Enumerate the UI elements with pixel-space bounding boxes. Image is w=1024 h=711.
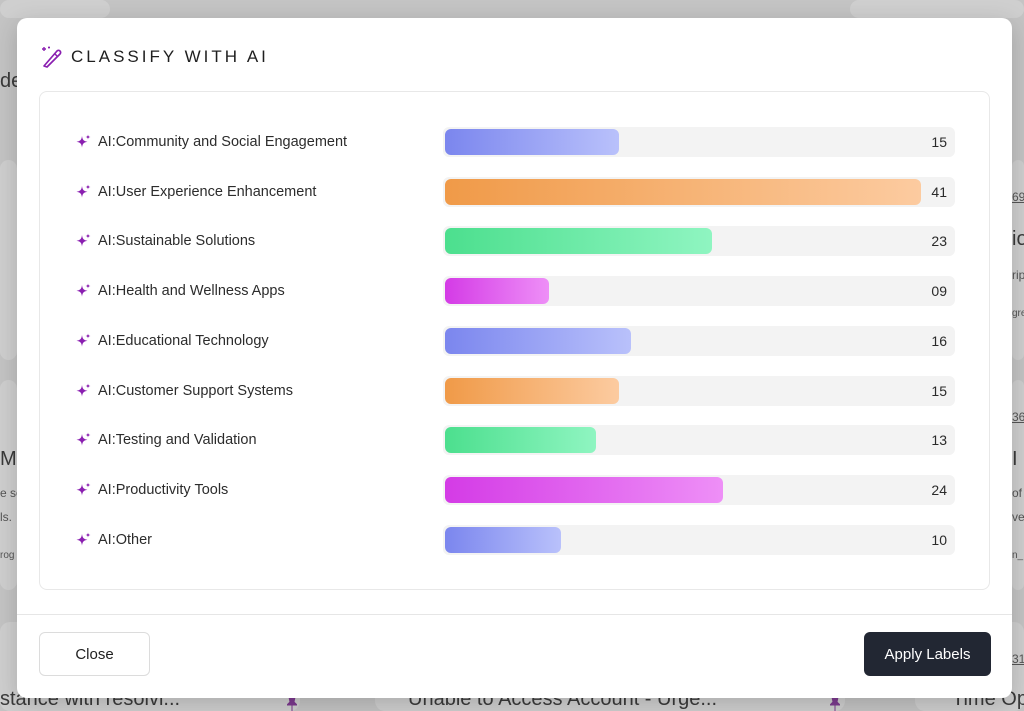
modal-title: CLASSIFY WITH AI <box>71 47 269 66</box>
category-row: AI:Productivity Tools 24 <box>40 474 991 506</box>
category-bar-fill <box>445 228 712 254</box>
sparkle-icon <box>76 432 91 446</box>
category-row: AI:Other 10 <box>40 524 991 556</box>
category-row: AI:Educational Technology 16 <box>40 325 991 357</box>
close-button[interactable]: Close <box>39 632 150 676</box>
sparkle-icon <box>76 233 91 247</box>
category-row: AI:Sustainable Solutions 23 <box>40 225 991 257</box>
category-count: 15 <box>931 383 947 399</box>
category-list: AI:Community and Social Engagement 15 AI:U… <box>39 91 990 590</box>
category-label-text: AI:Sustainable Solutions <box>98 233 256 249</box>
category-count: 09 <box>931 283 947 299</box>
category-label: AI:Community and Social Engagement <box>74 126 347 158</box>
bg-snippet: 69 <box>1012 190 1024 204</box>
modal-header: CLASSIFY WITH AI <box>39 44 269 70</box>
bg-snippet: gre <box>1012 308 1024 319</box>
pin-icon <box>287 697 297 711</box>
sparkle-icon <box>76 532 91 546</box>
bg-snippet: rip <box>1012 268 1024 282</box>
category-bar-fill <box>445 278 549 304</box>
category-count: 15 <box>931 134 947 150</box>
category-bar-fill <box>445 179 921 205</box>
category-row: AI:Customer Support Systems 15 <box>40 375 991 407</box>
bg-card <box>850 0 1024 18</box>
category-row: AI:Testing and Validation 13 <box>40 424 991 456</box>
category-count: 23 <box>931 233 947 249</box>
category-label-text: AI:Customer Support Systems <box>98 383 294 399</box>
apply-labels-button[interactable]: Apply Labels <box>864 632 991 676</box>
pin-icon <box>830 697 840 711</box>
bg-snippet: of <box>1012 486 1023 500</box>
category-label-text: AI:Other <box>98 532 152 548</box>
bg-snippet: rog <box>0 550 15 561</box>
category-bar-fill <box>445 129 619 155</box>
bg-card <box>0 0 110 18</box>
category-bar-fill <box>445 477 723 503</box>
category-bar-track: 15 <box>443 127 955 157</box>
category-bar-fill <box>445 427 596 453</box>
sparkle-icon <box>76 283 91 297</box>
category-label: AI:Health and Wellness Apps <box>74 275 285 307</box>
category-bar-track: 09 <box>443 276 955 306</box>
bg-card <box>1012 160 1024 360</box>
bg-snippet: 31 <box>1012 652 1024 666</box>
bg-snippet: n_ <box>1012 550 1024 561</box>
category-label-text: AI:Testing and Validation <box>98 432 257 448</box>
category-label: AI:Other <box>74 524 152 556</box>
bg-card <box>0 160 17 360</box>
category-count: 41 <box>931 184 947 200</box>
category-bar-track: 23 <box>443 226 955 256</box>
bg-snippet: de <box>0 70 23 92</box>
category-count: 10 <box>931 532 947 548</box>
bg-card <box>1012 380 1024 590</box>
category-bar-fill <box>445 527 561 553</box>
category-bar-track: 15 <box>443 376 955 406</box>
category-label-text: AI:Educational Technology <box>98 333 269 349</box>
category-label-text: AI:Health and Wellness Apps <box>98 283 285 299</box>
classify-modal: CLASSIFY WITH AI AI:Community and Social… <box>17 18 1012 698</box>
sparkle-icon <box>76 333 91 347</box>
category-label: AI:Educational Technology <box>74 325 269 357</box>
category-bar-fill <box>445 328 631 354</box>
category-label: AI:Productivity Tools <box>74 474 228 506</box>
category-label: AI:Testing and Validation <box>74 424 257 456</box>
category-label: AI:User Experience Enhancement <box>74 176 316 208</box>
category-row: AI:User Experience Enhancement 41 <box>40 176 991 208</box>
category-count: 24 <box>931 482 947 498</box>
category-bar-track: 16 <box>443 326 955 356</box>
sparkle-icon <box>76 134 91 148</box>
sparkle-icon <box>76 184 91 198</box>
category-label-text: AI:User Experience Enhancement <box>98 184 317 200</box>
category-bar-track: 41 <box>443 177 955 207</box>
category-bar-track: 13 <box>443 425 955 455</box>
category-bar-track: 10 <box>443 525 955 555</box>
sparkle-icon <box>76 383 91 397</box>
category-label: AI:Sustainable Solutions <box>74 225 255 257</box>
category-label-text: AI:Community and Social Engagement <box>98 134 348 150</box>
bg-snippet: 36 <box>1012 410 1024 424</box>
bg-snippet: io <box>1012 228 1024 250</box>
footer-divider <box>17 614 1012 615</box>
bg-card <box>0 380 17 590</box>
category-bar-fill <box>445 378 619 404</box>
bg-snippet: ve <box>1012 510 1024 524</box>
sparkle-icon <box>76 482 91 496</box>
category-count: 16 <box>931 333 947 349</box>
category-label: AI:Customer Support Systems <box>74 375 293 407</box>
category-count: 13 <box>931 432 947 448</box>
category-row: AI:Health and Wellness Apps 09 <box>40 275 991 307</box>
magic-wand-icon <box>42 46 62 68</box>
category-row: AI:Community and Social Engagement 15 <box>40 126 991 158</box>
category-label-text: AI:Productivity Tools <box>98 482 229 498</box>
bg-snippet: I S <box>1012 448 1024 470</box>
category-bar-track: 24 <box>443 475 955 505</box>
bg-snippet: ls. <box>0 510 12 524</box>
